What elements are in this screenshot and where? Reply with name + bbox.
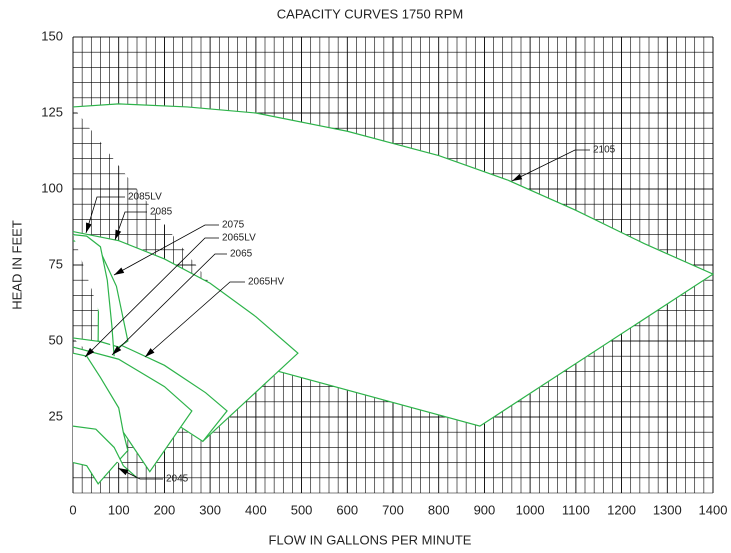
x-tick-label: 1200 xyxy=(607,502,636,517)
y-tick-label: 100 xyxy=(41,180,63,195)
x-tick-label: 1000 xyxy=(516,502,545,517)
x-tick-label: 200 xyxy=(154,502,176,517)
leader-line xyxy=(144,281,245,358)
curve-label: 2105 xyxy=(593,145,616,156)
x-tick-label: 400 xyxy=(245,502,267,517)
leader-line xyxy=(114,211,147,241)
x-axis-label: FLOW IN GALLONS PER MINUTE xyxy=(269,532,472,547)
chart-title: CAPACITY CURVES 1750 RPM xyxy=(277,6,463,21)
x-tick-label: 900 xyxy=(474,502,496,517)
curve-line xyxy=(72,346,193,473)
x-tick-label: 1300 xyxy=(653,502,682,517)
curve-area xyxy=(73,103,713,427)
curve-label: 2065HV xyxy=(248,277,284,288)
leader-line xyxy=(85,196,125,234)
leader-line xyxy=(113,224,219,276)
arrow-head xyxy=(112,345,122,355)
y-axis-label: HEAD IN FEET xyxy=(9,220,24,310)
curve-label: 2045 xyxy=(166,474,189,485)
arrow-head xyxy=(118,468,129,476)
curve-line xyxy=(72,230,299,443)
curve-area xyxy=(73,347,192,472)
x-tick-label: 1100 xyxy=(562,502,590,517)
y-tick-label: 150 xyxy=(41,28,63,43)
curve-label: 2075 xyxy=(222,220,245,231)
curve-label: 2065 xyxy=(230,249,253,260)
leader-line xyxy=(511,149,590,182)
curve-line xyxy=(72,103,715,427)
x-tick-label: 300 xyxy=(199,502,221,517)
x-tick-label: 800 xyxy=(428,502,450,517)
y-tick-label: 25 xyxy=(49,408,63,423)
curve-label: 2085 xyxy=(150,207,173,218)
x-tick-label: 0 xyxy=(69,502,76,517)
x-tick-label: 1400 xyxy=(699,502,728,517)
curve-label: 2085LV xyxy=(128,192,162,203)
x-tick-label: 100 xyxy=(108,502,130,517)
arrow-head xyxy=(114,267,125,275)
x-tick-label: 600 xyxy=(336,502,358,517)
arrow-head xyxy=(145,348,155,357)
labels: 0 100 200 300 400 500 600 700 800 900 1000 1100 1200… xyxy=(41,28,727,517)
leader-line xyxy=(111,253,227,356)
curve-line xyxy=(72,425,138,479)
arrow-head xyxy=(86,222,92,233)
curve-line xyxy=(72,352,129,485)
curves xyxy=(72,103,715,485)
arrow-head xyxy=(85,347,95,357)
x-tick-label: 700 xyxy=(382,502,404,517)
y-tick-label: 75 xyxy=(49,256,63,271)
arrow-head xyxy=(512,173,523,181)
leader-line xyxy=(84,237,219,358)
arrow-head xyxy=(115,229,122,240)
curve-area xyxy=(73,426,137,478)
y-tick-label: 125 xyxy=(41,104,63,119)
curve-line xyxy=(72,234,115,357)
curve-area xyxy=(73,231,298,442)
curve-label: 2065LV xyxy=(222,233,256,244)
x-tick-label: 500 xyxy=(291,502,313,517)
y-tick-label: 50 xyxy=(49,332,63,347)
